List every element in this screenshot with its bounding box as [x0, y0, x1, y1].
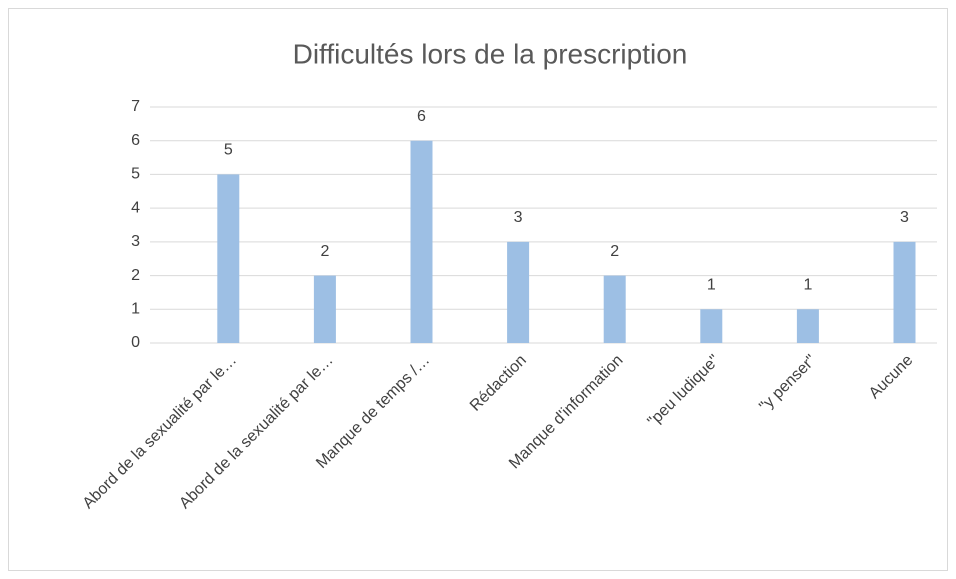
bar	[507, 241, 530, 343]
data-label: 1	[707, 277, 716, 294]
bar	[603, 275, 626, 343]
y-tick-label: 6	[131, 132, 140, 149]
data-label: 2	[610, 243, 619, 260]
bar	[410, 140, 433, 343]
data-label: 1	[803, 277, 812, 294]
data-label: 2	[320, 243, 329, 260]
bar	[700, 309, 723, 343]
data-label: 3	[900, 209, 909, 226]
bar	[893, 241, 916, 343]
data-label: 6	[417, 108, 426, 125]
y-tick-label: 2	[131, 267, 140, 284]
y-tick-label: 0	[131, 334, 140, 351]
y-tick-label: 7	[131, 98, 140, 115]
y-tick-label: 1	[131, 301, 140, 318]
y-tick-label: 3	[131, 233, 140, 250]
data-label: 3	[514, 209, 523, 226]
bar	[796, 309, 819, 343]
y-tick-label: 5	[131, 166, 140, 183]
data-label: 5	[224, 142, 233, 159]
bar	[313, 275, 336, 343]
chart-title: Difficultés lors de la prescription	[293, 38, 688, 69]
y-tick-label: 4	[131, 199, 140, 216]
chart-border	[8, 8, 948, 571]
bar	[217, 174, 240, 343]
